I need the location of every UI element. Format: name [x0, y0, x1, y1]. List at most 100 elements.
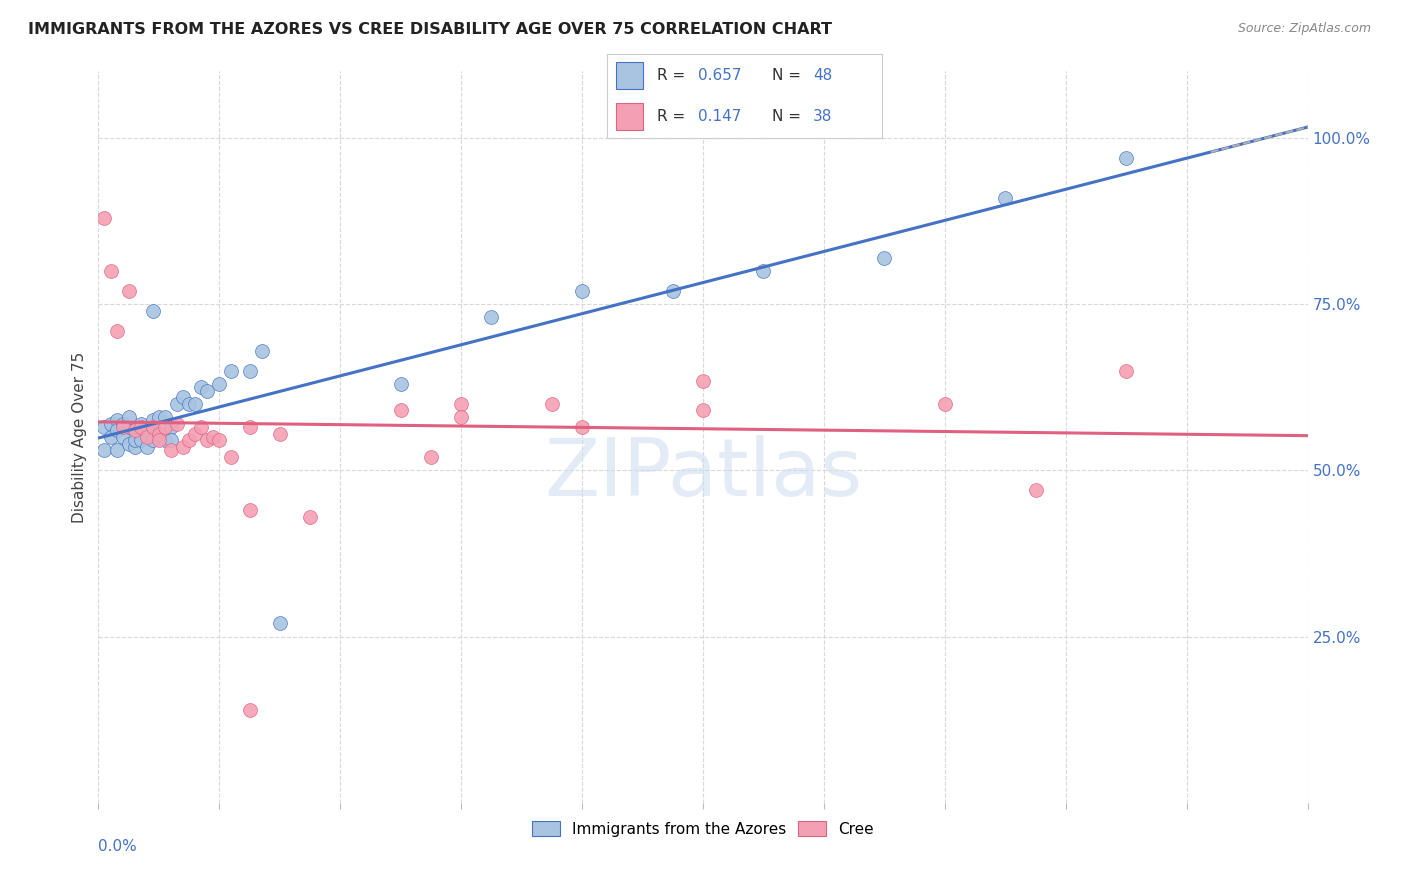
Point	[148, 426, 170, 441]
Point	[142, 413, 165, 427]
Point	[208, 376, 231, 391]
Point	[124, 424, 146, 438]
Point	[118, 420, 141, 434]
Text: ZIPatlas: ZIPatlas	[544, 434, 862, 513]
Point	[752, 264, 775, 278]
Text: R =: R =	[657, 68, 690, 83]
Point	[661, 284, 683, 298]
Point	[93, 420, 115, 434]
Point	[195, 434, 218, 448]
Point	[166, 397, 188, 411]
Point	[221, 450, 243, 464]
Point	[111, 430, 134, 444]
Point	[571, 284, 593, 298]
Point	[239, 503, 262, 517]
Text: IMMIGRANTS FROM THE AZORES VS CREE DISABILITY AGE OVER 75 CORRELATION CHART: IMMIGRANTS FROM THE AZORES VS CREE DISAB…	[28, 22, 832, 37]
Text: N =: N =	[772, 109, 806, 124]
Point	[160, 434, 183, 448]
Point	[142, 420, 165, 434]
Point	[172, 440, 194, 454]
Point	[160, 420, 183, 434]
Point	[142, 434, 165, 448]
Point	[160, 443, 183, 458]
Point	[148, 426, 170, 441]
Point	[239, 703, 262, 717]
Point	[190, 380, 212, 394]
Point	[195, 384, 218, 398]
Point	[100, 264, 122, 278]
Point	[105, 443, 128, 458]
Y-axis label: Disability Age Over 75: Disability Age Over 75	[72, 351, 87, 523]
Text: 0.147: 0.147	[697, 109, 741, 124]
Point	[172, 390, 194, 404]
Text: 0.657: 0.657	[697, 68, 741, 83]
Point	[111, 420, 134, 434]
Text: N =: N =	[772, 68, 806, 83]
Text: R =: R =	[657, 109, 690, 124]
Point	[179, 434, 201, 448]
Point	[1024, 483, 1046, 498]
Point	[450, 410, 472, 425]
Point	[692, 374, 714, 388]
Point	[994, 191, 1017, 205]
Point	[571, 420, 593, 434]
Text: Source: ZipAtlas.com: Source: ZipAtlas.com	[1237, 22, 1371, 36]
Point	[239, 420, 262, 434]
Point	[142, 420, 165, 434]
Point	[269, 426, 291, 441]
Point	[105, 324, 128, 338]
Point	[692, 403, 714, 417]
Point	[129, 417, 152, 431]
Point	[179, 397, 201, 411]
Point	[135, 424, 157, 438]
Point	[148, 410, 170, 425]
Point	[208, 434, 231, 448]
Point	[221, 363, 243, 377]
Point	[118, 436, 141, 450]
Point	[129, 434, 152, 448]
Point	[269, 616, 291, 631]
Point	[124, 424, 146, 438]
Point	[129, 420, 152, 434]
Point	[1115, 363, 1137, 377]
Point	[239, 363, 262, 377]
Point	[873, 251, 896, 265]
Point	[93, 211, 115, 225]
Point	[135, 440, 157, 454]
Point	[100, 430, 122, 444]
Point	[105, 424, 128, 438]
Legend: Immigrants from the Azores, Cree: Immigrants from the Azores, Cree	[526, 814, 880, 843]
Point	[124, 434, 146, 448]
Point	[202, 430, 225, 444]
Bar	[616, 103, 643, 130]
Point	[250, 343, 273, 358]
Point	[153, 434, 176, 448]
Bar	[616, 62, 643, 89]
Point	[118, 284, 141, 298]
Point	[124, 440, 146, 454]
Point	[481, 310, 503, 325]
Point	[450, 397, 472, 411]
Point	[135, 430, 157, 444]
Point	[111, 417, 134, 431]
Point	[100, 417, 122, 431]
Point	[153, 420, 176, 434]
Point	[540, 397, 562, 411]
Point	[142, 303, 165, 318]
Point	[153, 410, 176, 425]
Text: 48: 48	[813, 68, 832, 83]
Text: 38: 38	[813, 109, 832, 124]
Point	[299, 509, 322, 524]
Point	[105, 413, 128, 427]
Point	[148, 434, 170, 448]
Point	[190, 420, 212, 434]
Point	[420, 450, 443, 464]
Point	[166, 417, 188, 431]
Point	[118, 410, 141, 425]
Point	[389, 403, 412, 417]
Point	[184, 397, 207, 411]
Point	[93, 443, 115, 458]
Point	[1115, 151, 1137, 165]
Text: 0.0%: 0.0%	[98, 839, 138, 855]
Point	[184, 426, 207, 441]
